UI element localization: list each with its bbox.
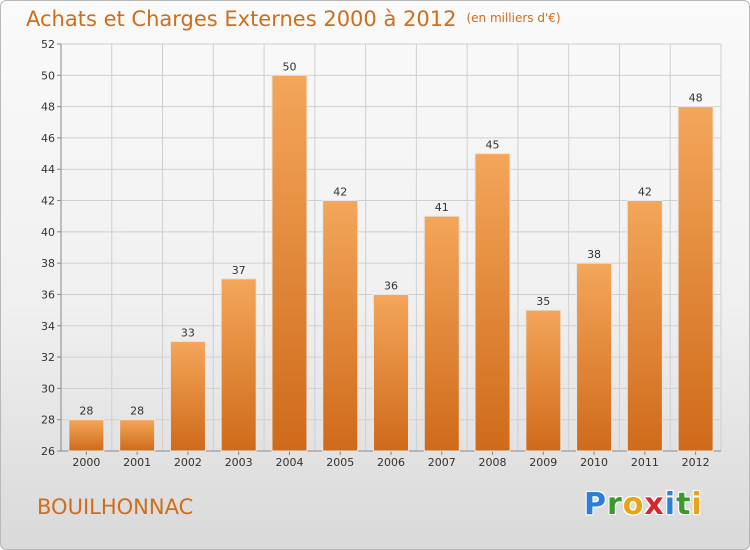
y-tick-label: 50 [41, 69, 55, 82]
y-tick-label: 48 [41, 101, 55, 114]
y-tick-label: 36 [41, 288, 55, 301]
bar-2009 [525, 309, 562, 452]
bar-2005 [322, 200, 359, 452]
x-tick-label-2001: 2001 [123, 456, 151, 469]
y-tick-label: 34 [41, 320, 55, 333]
bar-2010 [576, 262, 613, 452]
data-label-2003: 37 [232, 264, 246, 277]
logo-letter: o [622, 487, 645, 522]
bars [68, 74, 714, 452]
bar-2003 [220, 278, 257, 452]
bar-2001 [119, 419, 156, 452]
y-tick-label: 46 [41, 132, 55, 145]
data-label-2009: 35 [536, 295, 550, 308]
data-label-2007: 41 [435, 201, 449, 214]
data-label-2008: 45 [486, 139, 500, 152]
logo-letter: i [691, 487, 703, 522]
data-label-2002: 33 [181, 326, 195, 339]
bar-2011 [626, 200, 663, 452]
x-tick-label-2004: 2004 [275, 456, 303, 469]
chart-title-text: Achats et Charges Externes 2000 à 2012 [26, 7, 457, 31]
x-tick-label-2012: 2012 [682, 456, 710, 469]
labels: 26 28 30 32 34 36 38 40 42 44 46 48 50 52 28 2000 28 2001… [41, 38, 710, 469]
x-tick-label-2011: 2011 [631, 456, 659, 469]
y-tick-label: 52 [41, 38, 55, 51]
x-tick-label-2003: 2003 [225, 456, 253, 469]
data-label-2004: 50 [282, 60, 296, 73]
logo-letter: P [584, 487, 607, 522]
place-name: BOUILHONNAC [37, 495, 194, 519]
y-tick-label: 40 [41, 226, 55, 239]
x-tick-label-2005: 2005 [326, 456, 354, 469]
y-tick-label: 42 [41, 195, 55, 208]
logo-letter: x [644, 487, 665, 522]
y-tick-label: 38 [41, 257, 55, 270]
bar-2002 [169, 340, 206, 452]
bar-2004 [271, 74, 308, 452]
bar-2000 [68, 419, 105, 452]
bar-2006 [373, 293, 409, 452]
data-label-2000: 28 [79, 405, 93, 418]
proxiti-logo[interactable]: Proxiti [584, 487, 703, 522]
y-tick-label: 28 [41, 414, 55, 427]
y-tick-label: 26 [41, 445, 55, 458]
data-label-2012: 48 [689, 92, 703, 105]
bar-2012 [677, 106, 714, 452]
x-tick-label-2007: 2007 [428, 456, 456, 469]
data-label-2011: 42 [638, 186, 652, 199]
y-tick-label: 44 [41, 163, 55, 176]
data-label-2006: 36 [384, 279, 398, 292]
data-label-2010: 38 [587, 248, 601, 261]
chart-title: Achats et Charges Externes 2000 à 2012 (e… [26, 7, 561, 31]
x-tick-label-2010: 2010 [580, 456, 608, 469]
x-tick-label-2000: 2000 [72, 456, 100, 469]
y-tick-label: 32 [41, 351, 55, 364]
x-tick-label-2002: 2002 [174, 456, 202, 469]
data-label-2005: 42 [333, 186, 347, 199]
y-tick-label: 30 [41, 382, 55, 395]
bar-2007 [423, 215, 460, 452]
logo-letter: i [664, 487, 677, 522]
data-label-2001: 28 [130, 405, 144, 418]
chart-subtitle: (en milliers d'€) [466, 11, 561, 25]
bar-2008 [474, 153, 511, 452]
x-tick-label-2006: 2006 [377, 456, 405, 469]
x-tick-label-2009: 2009 [529, 456, 557, 469]
logo-letter: r [607, 487, 623, 522]
x-tick-label-2008: 2008 [479, 456, 507, 469]
logo-letter: t [676, 487, 692, 522]
